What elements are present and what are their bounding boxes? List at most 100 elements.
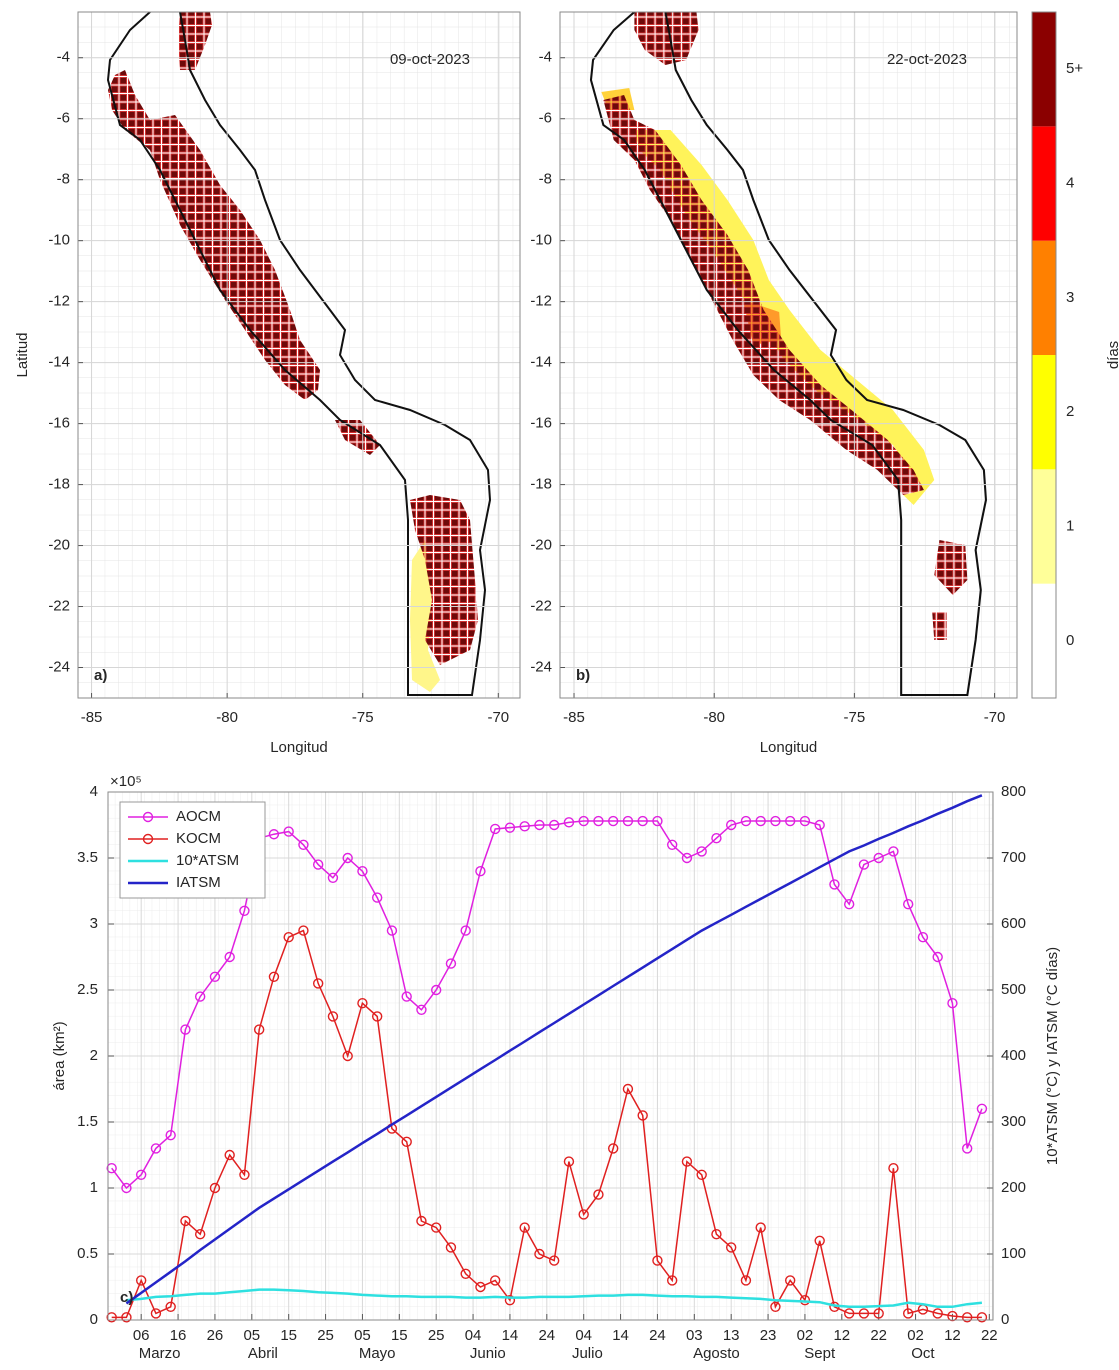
data-point <box>357 998 368 1009</box>
data-point <box>563 817 575 828</box>
legend-marker <box>142 811 154 823</box>
heat-region <box>603 95 924 495</box>
data-point <box>873 1308 884 1319</box>
data-point <box>755 815 766 827</box>
data-point <box>371 1011 383 1022</box>
heat-region <box>932 612 947 640</box>
data-point <box>327 872 339 883</box>
map-a-layer <box>78 12 520 698</box>
x-tick-label: 15 <box>280 1327 297 1344</box>
y-tick-label: -24 <box>530 658 552 675</box>
data-point <box>357 866 368 877</box>
data-point <box>475 866 486 877</box>
data-point <box>209 971 221 982</box>
data-point <box>961 1312 973 1323</box>
x-tick-label: 22 <box>870 1327 887 1344</box>
colorbar-tick-label: 1 <box>1066 517 1074 534</box>
data-point <box>475 1281 486 1293</box>
legend-label: AOCM <box>176 808 221 825</box>
data-point <box>843 1308 855 1319</box>
x-tick-label: -70 <box>984 709 1006 726</box>
data-point <box>416 1004 427 1015</box>
data-point <box>666 1275 678 1286</box>
y-tick-label: -12 <box>48 293 70 310</box>
y-tick-label: -8 <box>57 171 70 188</box>
data-point <box>902 1308 914 1319</box>
colorbar-tick-label: 2 <box>1066 403 1074 420</box>
y-tick-label: -4 <box>57 49 70 66</box>
data-point <box>932 951 943 963</box>
data-point <box>696 846 707 857</box>
data-point <box>637 815 648 827</box>
x-tick-label: 25 <box>428 1327 445 1344</box>
colorbar-tick-label: 5+ <box>1066 60 1083 77</box>
x-tick-label: 05 <box>243 1327 260 1344</box>
data-point <box>770 1301 781 1313</box>
data-point <box>607 1143 619 1154</box>
data-point <box>947 998 958 1009</box>
heat-region <box>178 12 212 70</box>
data-point <box>961 1143 973 1154</box>
data-point <box>873 852 884 864</box>
data-point <box>150 1308 162 1319</box>
x-tick-label: 06 <box>133 1327 150 1344</box>
colorbar-tick-label: 0 <box>1066 632 1074 649</box>
y2-axis-label: 10*ATSM (°C) y IATSM (°C días) <box>1044 947 1061 1165</box>
data-point <box>548 1255 560 1266</box>
data-point <box>622 1083 634 1095</box>
data-point <box>209 1182 221 1194</box>
data-point <box>563 1156 575 1167</box>
x-axis-label: Longitud <box>270 739 328 756</box>
data-point <box>489 823 501 835</box>
y-tick-label: -24 <box>48 658 70 675</box>
data-point <box>755 1222 766 1233</box>
data-point <box>843 899 855 910</box>
y-tick-label: -10 <box>530 232 552 249</box>
data-point <box>519 821 530 832</box>
series-line <box>111 929 982 1319</box>
series-line <box>126 1288 983 1309</box>
data-point <box>342 1050 353 1062</box>
data-point <box>342 852 353 864</box>
x-tick-label: -75 <box>352 709 374 726</box>
y-tick-label: 2 <box>90 1047 98 1064</box>
y2-tick-label: 600 <box>1001 915 1026 932</box>
x-tick-label: 22 <box>981 1327 998 1344</box>
x-group-label: Mayo <box>359 1345 396 1362</box>
x-axis-label: Longitud <box>760 739 818 756</box>
x-tick-label: 24 <box>649 1327 666 1344</box>
data-point <box>711 833 722 844</box>
y2-tick-label: 400 <box>1001 1047 1026 1064</box>
x-tick-label: 14 <box>612 1327 629 1344</box>
x-group-label: Sept <box>804 1345 836 1362</box>
data-point <box>165 1301 176 1313</box>
x-tick-label: -85 <box>563 709 585 726</box>
y-tick-label: -12 <box>530 293 552 310</box>
y2-tick-label: 0 <box>1001 1311 1009 1328</box>
x-tick-label: 23 <box>760 1327 777 1344</box>
data-point <box>180 1024 191 1035</box>
series-line <box>125 794 983 1305</box>
map-b-layer <box>559 12 1017 698</box>
y-tick-label: -20 <box>48 537 70 554</box>
data-point <box>121 1312 132 1323</box>
data-point <box>165 1129 176 1141</box>
data-point <box>622 815 634 827</box>
data-point <box>106 1162 117 1174</box>
data-point <box>799 815 811 827</box>
heat-region <box>634 12 699 65</box>
data-point <box>327 1011 339 1022</box>
y-tick-label: -22 <box>530 598 552 615</box>
panel-label: b) <box>576 667 590 684</box>
y-tick-label: -14 <box>530 354 552 371</box>
colorbar-segment <box>1032 12 1056 127</box>
x-tick-label: 13 <box>723 1327 740 1344</box>
y-tick-label: 3.5 <box>77 849 98 866</box>
data-point <box>150 1143 162 1154</box>
x-tick-label: 12 <box>944 1327 961 1344</box>
data-point <box>386 925 398 936</box>
data-point <box>283 932 294 943</box>
data-point <box>725 1242 737 1253</box>
x-group-label: Agosto <box>693 1345 740 1362</box>
